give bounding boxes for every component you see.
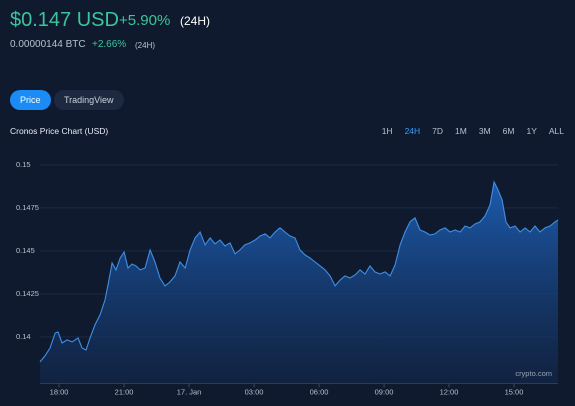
- btc-period: (24H): [135, 41, 156, 50]
- range-button[interactable]: 7D: [432, 126, 444, 136]
- y-tick-label: 0.15: [16, 160, 31, 169]
- range-button[interactable]: 24H: [404, 126, 421, 136]
- price-line: [39, 180, 559, 363]
- x-tick-label: 12:00: [440, 387, 459, 396]
- area: [40, 182, 558, 384]
- x-tick-label: 15:00: [505, 387, 524, 396]
- chart-title: Cronos Price Chart (USD): [10, 126, 109, 136]
- price: $0.147 USD: [10, 9, 119, 31]
- x-tick-label: 06:00: [310, 387, 329, 396]
- btc-change: +2.66%: [92, 39, 127, 50]
- y-tick-label: 0.145: [16, 246, 35, 255]
- period: (24H): [180, 14, 211, 28]
- range-button[interactable]: ALL: [548, 126, 564, 136]
- tab[interactable]: TradingView: [54, 90, 124, 110]
- btc-price: 0.00000144 BTC: [10, 39, 86, 50]
- x-tick-label: 03:00: [245, 387, 264, 396]
- range-button[interactable]: 1Y: [526, 126, 537, 136]
- range-button[interactable]: 1H: [381, 126, 393, 136]
- range-button[interactable]: 1M: [455, 126, 467, 136]
- tab[interactable]: Price: [10, 90, 51, 110]
- x-tick-label: 09:00: [375, 387, 394, 396]
- watermark: crypto.com: [515, 369, 552, 378]
- y-tick-label: 0.14: [16, 332, 31, 341]
- range-selector: 1H 24H 7D 1M 3M 6M 1Y ALL: [382, 126, 564, 136]
- y-tick-label: 0.1475: [16, 203, 39, 212]
- price-change: +5.90%: [119, 12, 171, 29]
- x-tick-label: 18:00: [50, 387, 69, 396]
- range-button[interactable]: 3M: [478, 126, 491, 136]
- range-button[interactable]: 6M: [502, 126, 515, 136]
- x-tick-label: 21:00: [115, 387, 134, 396]
- x-tick-label: 17. Jan: [177, 387, 202, 396]
- y-tick-label: 0.1425: [16, 289, 39, 298]
